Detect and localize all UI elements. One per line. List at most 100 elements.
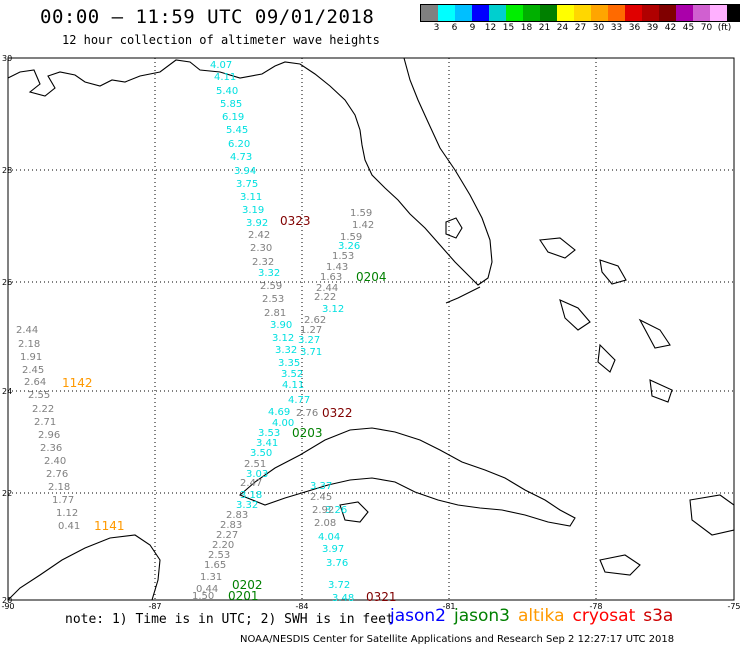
color-scale-label: 45	[682, 23, 695, 33]
wave-height-label: 5.45	[226, 125, 248, 136]
wave-height-label: 3.71	[300, 347, 322, 358]
wave-height-label: 3.97	[322, 544, 344, 555]
color-swatch	[506, 5, 523, 21]
color-scale-label: 39	[646, 23, 659, 33]
color-swatch	[540, 5, 557, 21]
wave-height-label: 2.83	[220, 520, 242, 531]
wave-height-label: 2.18	[18, 339, 40, 350]
color-swatch	[472, 5, 489, 21]
wave-height-label: 4.69	[268, 407, 290, 418]
wave-height-label: 1.43	[326, 262, 348, 273]
wave-height-label: 4.11	[214, 72, 236, 83]
wave-height-label: 1.50	[192, 591, 214, 602]
pass-time-label: 0323	[280, 214, 311, 228]
wave-height-label: 3.50	[250, 448, 272, 459]
footer-note: note: 1) Time is in UTC; 2) SWH is in fe…	[65, 612, 394, 627]
wave-height-label: 2.22	[314, 292, 336, 303]
wave-height-label: 2.18	[48, 482, 70, 493]
satellite-legend: jason2 jason3 altika cryosat s3a	[390, 606, 681, 626]
pass-time-label: 0203	[292, 426, 323, 440]
color-swatch	[438, 5, 455, 21]
wave-height-label: 2.92	[312, 505, 334, 516]
wave-height-label: 2.62	[304, 315, 326, 326]
wave-height-label: 3.11	[240, 192, 262, 203]
wave-height-label: 3.26	[325, 505, 347, 516]
color-scale-label: 21	[538, 23, 551, 33]
color-scale-label: (ft)	[717, 23, 732, 33]
wave-height-label: 6.19	[222, 112, 244, 123]
color-swatch	[659, 5, 676, 21]
color-swatch	[523, 5, 540, 21]
wave-height-label: 3.32	[236, 500, 258, 511]
color-scale-label: 36	[628, 23, 641, 33]
color-scale-label: 9	[469, 23, 476, 33]
wave-height-label: 1.42	[352, 220, 374, 231]
pass-time-label: 0204	[356, 270, 387, 284]
wave-height-label: 5.85	[220, 99, 242, 110]
wave-height-label: 2.51	[244, 459, 266, 470]
wave-height-label: 2.44	[316, 283, 338, 294]
footer-credit: NOAA/NESDIS Center for Satellite Applica…	[240, 634, 675, 645]
satellite-name: jason2	[390, 606, 446, 626]
wave-height-label: 1.59	[340, 232, 362, 243]
wave-height-label: 2.76	[46, 469, 68, 480]
color-scale-label: 15	[502, 23, 515, 33]
latitude-label: 22	[2, 489, 12, 498]
wave-height-label: 3.32	[258, 268, 280, 279]
wave-height-label: 3.18	[240, 490, 262, 501]
isla-juventud	[339, 501, 369, 523]
wave-height-label: 4.00	[272, 418, 294, 429]
color-scale-label: 3	[433, 23, 440, 33]
wave-height-label: 2.64	[24, 377, 46, 388]
cuba-coast	[238, 427, 576, 527]
wave-height-label: 2.27	[216, 530, 238, 541]
wave-height-label: 3.76	[326, 558, 348, 569]
color-swatch	[421, 5, 438, 21]
wave-height-label: 1.65	[204, 560, 226, 571]
wave-height-label: 3.90	[270, 320, 292, 331]
wave-height-label: 2.20	[212, 540, 234, 551]
color-swatch	[489, 5, 506, 21]
wave-height-label: 3.92	[246, 218, 268, 229]
color-scale-bar	[420, 4, 740, 22]
color-swatch	[625, 5, 642, 21]
wave-height-label: 2.53	[262, 294, 284, 305]
altimeter-track-labels: 4.074.115.405.856.195.456.204.733.943.75…	[16, 60, 374, 604]
map-frame	[7, 57, 735, 601]
color-swatch	[710, 5, 727, 21]
satellite-name: altika	[518, 606, 565, 626]
color-swatch	[676, 5, 693, 21]
wave-height-label: 2.36	[40, 443, 62, 454]
color-scale-label: 42	[664, 23, 677, 33]
longitude-label: -87	[148, 602, 161, 611]
wave-height-label: 4.77	[288, 395, 310, 406]
wave-height-label: 1.91	[20, 352, 42, 363]
wave-height-label: 3.26	[338, 241, 360, 252]
map-subtitle: 12 hour collection of altimeter wave hei…	[62, 33, 380, 47]
wave-height-label: 2.71	[34, 417, 56, 428]
wave-height-label: 3.94	[234, 166, 256, 177]
wave-height-label: 1.77	[52, 495, 74, 506]
wave-height-label: 4.73	[230, 152, 252, 163]
wave-height-label: 4.07	[210, 60, 232, 71]
wave-height-label: 3.72	[328, 580, 350, 591]
wave-height-label: 3.35	[278, 358, 300, 369]
wave-height-label: 2.76	[296, 408, 318, 419]
wave-height-label: 1.31	[200, 572, 222, 583]
color-swatch	[574, 5, 591, 21]
wave-height-label: 3.19	[242, 205, 264, 216]
wave-height-label: 2.55	[28, 390, 50, 401]
pass-time-label: 0201	[228, 589, 259, 603]
florida-keys	[445, 286, 481, 304]
wave-height-label: 3.53	[258, 428, 280, 439]
wave-height-label: 0.41	[58, 521, 80, 532]
wave-height-label: 2.83	[226, 510, 248, 521]
coastlines	[7, 57, 735, 601]
latitude-label: 24	[2, 387, 12, 396]
wave-height-label: 3.41	[256, 438, 278, 449]
wave-height-label: 2.45	[22, 365, 44, 376]
wave-height-label: 2.08	[314, 518, 336, 529]
wave-height-label: 1.53	[332, 251, 354, 262]
pass-time-label: 0322	[322, 406, 353, 420]
